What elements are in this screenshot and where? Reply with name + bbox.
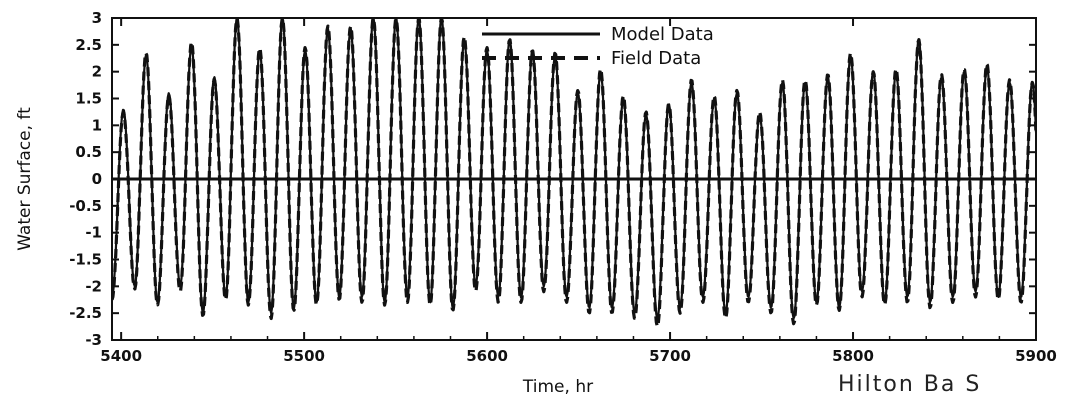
y-tick-label: -3	[85, 331, 102, 349]
x-axis: 5400 5500 5600 5700 5800 5900	[100, 18, 1057, 365]
legend-label-model: Model Data	[611, 24, 714, 45]
y-tick-label: -1.5	[69, 251, 102, 269]
y-tick-label: -2	[85, 277, 102, 295]
y-tick-label: -0.5	[69, 197, 102, 215]
y-axis: 3 2.5 2 1.5 1 0.5 0 -0.5 -1 -1.5 -2 -2.5 -3	[69, 9, 1036, 349]
x-tick-label: 5400	[100, 347, 142, 365]
y-tick-label: 2.5	[75, 36, 102, 54]
legend-label-field: Field Data	[611, 48, 701, 69]
x-axis-label: Time, hr	[522, 377, 593, 397]
y-tick-label: 2	[92, 63, 102, 81]
series-line-field	[112, 18, 1036, 329]
x-tick-label: 5700	[649, 347, 691, 365]
series-line-model	[112, 18, 1036, 320]
y-tick-label: -2.5	[69, 304, 102, 322]
legend: Model Data Field Data	[482, 24, 714, 69]
y-axis-label: Water Surface, ft	[15, 107, 35, 251]
y-tick-label: 0.5	[75, 143, 102, 161]
corner-text: Hilton Ba S	[838, 372, 982, 397]
y-tick-label: 3	[92, 9, 102, 27]
x-tick-label: 5800	[832, 347, 874, 365]
x-tick-label: 5900	[1015, 347, 1057, 365]
x-tick-label: 5600	[466, 347, 508, 365]
y-tick-label: 1.5	[75, 90, 102, 108]
y-tick-label: -1	[85, 224, 102, 242]
x-tick-label: 5500	[283, 347, 325, 365]
y-tick-label: 1	[92, 116, 102, 134]
y-tick-label: 0	[92, 170, 102, 188]
series-layer	[112, 18, 1036, 329]
